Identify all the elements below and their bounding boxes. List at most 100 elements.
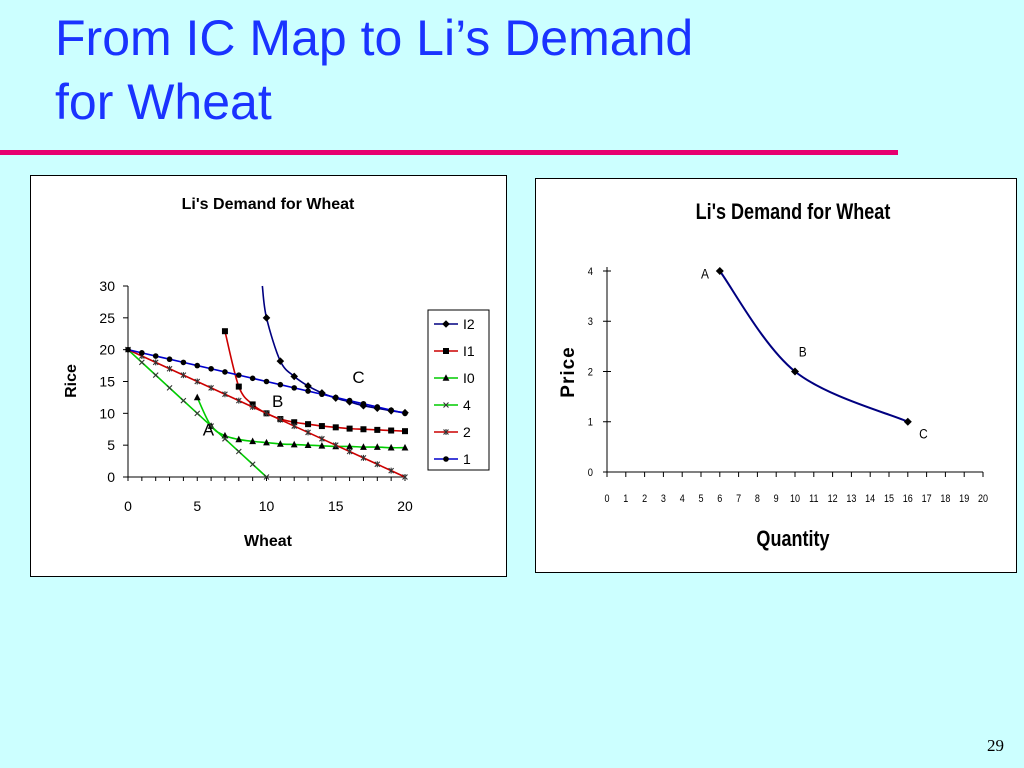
x-tick-label: 8: [755, 493, 760, 505]
point-label-b: B: [799, 343, 807, 359]
data-point: [235, 397, 242, 404]
data-point: [249, 403, 256, 410]
data-point: [208, 365, 214, 372]
data-point: [402, 474, 408, 480]
x-tick-label: 5: [193, 498, 201, 514]
y-tick-label: 1: [588, 417, 593, 429]
data-point: [346, 442, 353, 450]
data-point: [236, 372, 242, 378]
data-point: [194, 378, 201, 385]
y-tick-label: 0: [588, 467, 593, 479]
x-tick-label: 9: [774, 493, 779, 505]
slide-title: From IC Map to Li’s Demand for Wheat: [55, 6, 955, 134]
data-point: [194, 410, 201, 417]
data-point: [715, 267, 724, 275]
x-axis-label: Quantity: [756, 527, 830, 551]
data-point: [291, 419, 298, 426]
data-point: [194, 362, 201, 369]
data-point: [249, 437, 257, 445]
data-point: [180, 397, 187, 404]
y-tick-label: 30: [99, 278, 115, 294]
x-tick-label: 10: [790, 493, 800, 505]
x-tick-label: 15: [884, 493, 894, 505]
y-tick-label: 2: [588, 367, 593, 379]
title-line-2: for Wheat: [55, 74, 272, 130]
y-axis-label: Rice: [63, 364, 80, 398]
data-point: [346, 425, 353, 432]
y-axis-label: Price: [558, 346, 579, 397]
x-tick-label: 3: [661, 493, 666, 505]
data-point: [388, 467, 395, 474]
legend-box: [427, 309, 490, 471]
legend-label: I1: [463, 343, 475, 359]
legend: I2 I1 I0 4 2 1: [427, 309, 490, 471]
x-tick-label: 14: [865, 493, 875, 505]
data-point: [291, 385, 298, 391]
x-tick-label: 18: [940, 493, 950, 505]
data-point: [903, 417, 912, 426]
data-point: [139, 350, 145, 356]
legend-marker: [443, 456, 449, 462]
y-tick-label: 15: [99, 374, 115, 390]
x-tick-label: 11: [809, 493, 819, 505]
data-point: [263, 474, 270, 480]
demand-curve-line: [718, 270, 909, 423]
data-point: [277, 381, 284, 388]
data-point: [374, 426, 381, 433]
point-label-a: A: [203, 421, 215, 440]
x-tick-label: 5: [698, 493, 703, 505]
x-tick-label: 0: [124, 498, 132, 514]
data-point: [290, 440, 298, 448]
title-rule: [0, 150, 898, 155]
data-point: [373, 443, 381, 450]
data-point: [208, 384, 214, 391]
data-point: [332, 394, 339, 401]
data-point: [346, 448, 353, 455]
data-point: [346, 397, 353, 404]
x-tick-label: 15: [328, 498, 344, 514]
x-tick-label: 19: [959, 493, 969, 505]
data-point: [305, 388, 311, 394]
data-point: [360, 400, 367, 407]
data-point: [388, 407, 394, 413]
demand-curve: [715, 267, 912, 426]
series-line: [196, 397, 406, 449]
point-label-a: A: [701, 266, 709, 282]
slide-number: 29: [987, 736, 1004, 755]
data-point: [304, 382, 312, 390]
point-label-b: B: [272, 392, 283, 411]
data-point: [291, 423, 298, 430]
series-line: [261, 285, 406, 414]
data-point: [318, 442, 326, 449]
data-point: [235, 435, 243, 443]
data-point: [401, 443, 409, 451]
data-point: [332, 442, 339, 449]
series-line: [224, 331, 406, 432]
demand-curve-chart: Li's Demand for Wheat 0 1 2 3 4 0 1 2 3 4 5 6 7 8 9 10 11…: [535, 178, 1017, 573]
y-tick-label: 25: [99, 310, 115, 326]
data-point: [319, 391, 325, 398]
data-point: [166, 365, 173, 372]
ic-map-chart-svg: Li's Demand for Wheat 0 5 10 15 20 25 30 0 5 10 15 2…: [63, 196, 490, 550]
legend-label: 1: [463, 451, 471, 467]
data-point: [319, 435, 325, 442]
series-I0: [193, 393, 409, 451]
x-tick-label: 12: [828, 493, 838, 505]
data-point: [208, 423, 214, 429]
data-point: [263, 378, 270, 385]
data-point: [152, 359, 159, 366]
legend-label: I2: [463, 316, 475, 332]
legend-marker: [442, 320, 450, 328]
legend-label: I0: [463, 370, 475, 386]
data-point: [180, 372, 187, 379]
chart-title: Li's Demand for Wheat: [696, 200, 891, 224]
data-point: [180, 359, 187, 366]
data-point: [222, 391, 228, 398]
x-tick-label: 20: [397, 498, 413, 514]
x-tick-label: 17: [922, 493, 932, 505]
series-I1: [221, 328, 408, 435]
x-tick-label: 1: [623, 493, 628, 505]
x-tick-label: 2: [642, 493, 647, 505]
series-2: [125, 346, 408, 480]
